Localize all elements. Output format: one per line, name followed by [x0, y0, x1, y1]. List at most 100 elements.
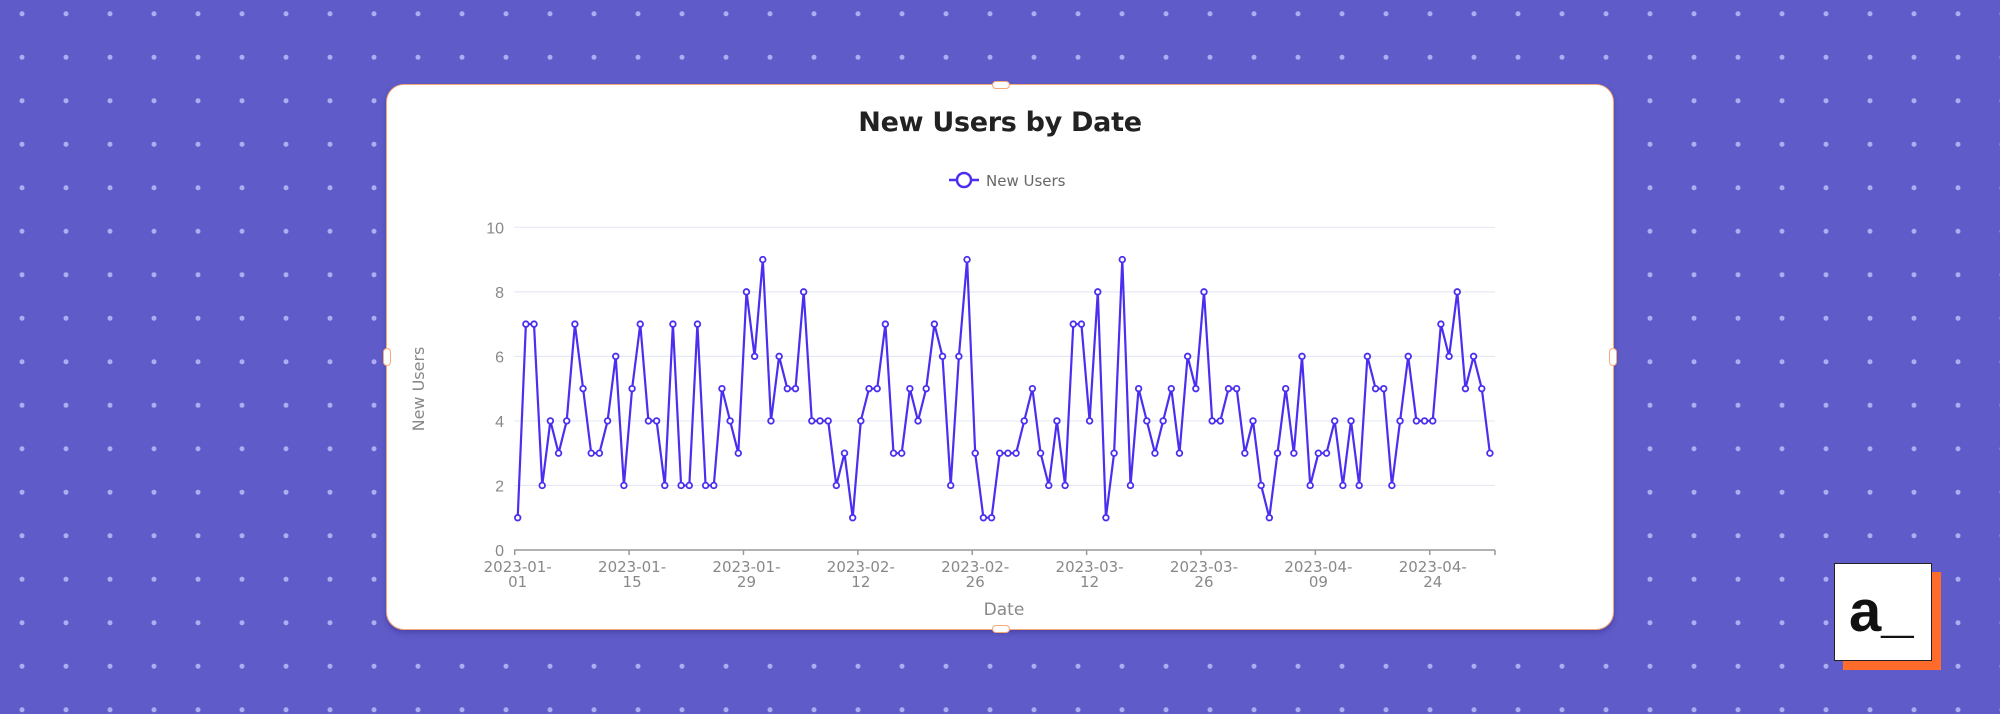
data-point [612, 352, 620, 361]
data-point [971, 449, 979, 457]
data-point [791, 384, 800, 393]
data-point [554, 449, 563, 457]
data-point [906, 384, 914, 393]
x-tick-label: 2023-03- [1056, 558, 1124, 576]
data-point [1306, 481, 1314, 490]
data-point [718, 384, 726, 393]
data-point [832, 481, 841, 490]
data-point [1281, 384, 1290, 393]
data-point [1102, 514, 1110, 522]
data-point [693, 320, 702, 328]
data-point [987, 514, 996, 522]
data-point [857, 417, 865, 425]
x-tick-label: 2023-03- [1170, 558, 1238, 576]
y-tick-label: 6 [495, 349, 504, 366]
data-point [1363, 352, 1372, 361]
x-tick-label: 01 [508, 573, 527, 591]
x-tick-label: 2023-01- [712, 558, 780, 576]
data-point [710, 481, 718, 490]
data-point [1314, 449, 1323, 457]
data-point [1208, 417, 1216, 425]
data-point [1486, 449, 1494, 457]
data-point [1045, 481, 1053, 490]
data-point [1175, 449, 1184, 457]
data-point [1339, 481, 1347, 490]
data-point [783, 384, 792, 393]
legend-marker [955, 171, 973, 189]
resize-handle-top[interactable] [992, 81, 1010, 89]
data-point [947, 481, 955, 490]
data-point [563, 417, 571, 425]
data-point [620, 481, 628, 490]
data-point [808, 417, 816, 425]
x-tick-label: 2023-01- [598, 558, 666, 576]
data-point [865, 384, 873, 393]
data-point [685, 481, 693, 490]
x-tick-label: 09 [1309, 573, 1328, 591]
data-point [538, 481, 546, 490]
y-axis-title: New Users [409, 347, 428, 432]
data-point [1355, 481, 1363, 490]
data-point [1453, 288, 1461, 296]
data-point [1380, 384, 1388, 393]
data-point [897, 449, 906, 457]
data-point [1053, 417, 1061, 425]
x-tick-label: 2023-01- [484, 558, 552, 576]
logo-mark: a_ [1834, 563, 1932, 661]
resize-handle-right[interactable] [1609, 348, 1617, 366]
y-tick-label: 8 [495, 285, 504, 302]
x-tick-label: 24 [1423, 573, 1442, 591]
data-point [1241, 449, 1249, 457]
data-point [1461, 384, 1470, 393]
y-tick-label: 10 [486, 220, 504, 237]
x-tick-label: 15 [623, 573, 642, 591]
data-point [824, 417, 832, 425]
data-point [742, 288, 751, 296]
data-point [1429, 417, 1437, 425]
data-point [1232, 384, 1241, 393]
data-point [963, 255, 971, 264]
data-point [1273, 449, 1282, 457]
data-point [677, 481, 685, 490]
y-tick-label: 4 [495, 414, 504, 431]
data-point [1167, 384, 1175, 393]
data-point [1412, 417, 1421, 425]
data-point [1094, 288, 1102, 296]
data-point [1110, 449, 1118, 457]
data-point [1437, 320, 1445, 328]
data-point [1085, 417, 1094, 425]
data-point [546, 417, 555, 425]
data-point [1469, 352, 1478, 361]
data-point [644, 417, 653, 425]
data-point [979, 514, 988, 522]
data-point [848, 514, 857, 522]
x-tick-label: 12 [851, 573, 870, 591]
data-point [889, 449, 898, 457]
data-point [579, 384, 587, 393]
data-point [522, 320, 530, 328]
data-point [628, 384, 636, 393]
data-point [1069, 320, 1077, 328]
x-tick-label: 2023-04- [1284, 558, 1352, 576]
data-point [1298, 352, 1306, 361]
data-point [514, 514, 522, 522]
y-tick-label: 2 [495, 478, 504, 495]
x-axis-title: Date [984, 600, 1025, 620]
series-line-new-users [516, 258, 1491, 519]
data-point [922, 384, 930, 393]
data-point [1330, 417, 1339, 425]
data-point [955, 352, 963, 361]
data-point [996, 449, 1004, 457]
data-point [603, 417, 612, 425]
data-point [1388, 481, 1396, 490]
data-point [930, 320, 939, 328]
resize-handle-left[interactable] [383, 348, 391, 366]
data-point [914, 417, 922, 425]
data-point [1404, 352, 1412, 361]
resize-handle-bottom[interactable] [992, 625, 1010, 633]
data-point [759, 255, 767, 264]
data-point [938, 352, 947, 361]
legend-label: New Users [986, 172, 1066, 190]
data-point [530, 320, 538, 328]
